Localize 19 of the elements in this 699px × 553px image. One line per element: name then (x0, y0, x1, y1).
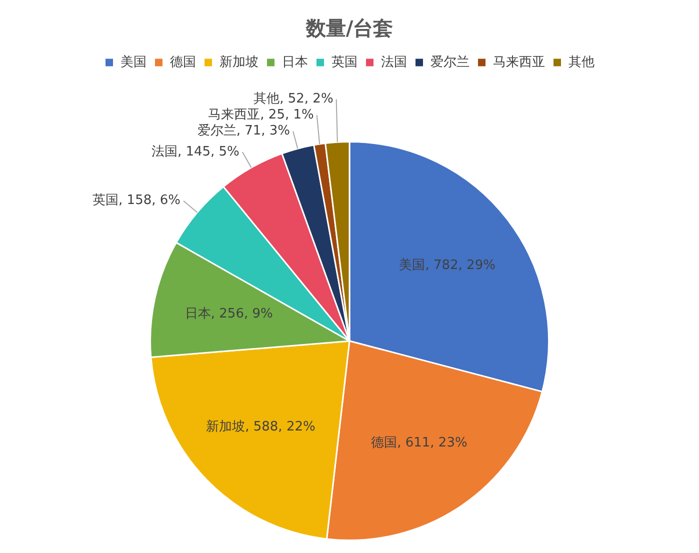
data-label: 爱尔兰, 71, 3% (197, 124, 290, 139)
legend-label: 爱尔兰 (430, 54, 470, 70)
legend-label: 美国 (120, 54, 146, 70)
legend-label: 德国 (170, 54, 196, 70)
data-label: 日本, 256, 9% (184, 306, 273, 322)
chart-title: 数量/台套 (304, 16, 394, 40)
data-label: 马来西亚, 25, 1% (208, 108, 314, 123)
legend-label: 马来西亚 (492, 54, 545, 70)
legend-label: 法国 (380, 54, 407, 70)
data-label: 英国, 158, 6% (92, 193, 181, 208)
legend-label: 英国 (331, 54, 358, 70)
legend-label: 其他 (568, 54, 594, 70)
data-label: 新加坡, 588, 22% (206, 419, 316, 434)
data-label: 美国, 782, 29% (399, 256, 496, 273)
data-label: 德国, 611, 23% (371, 435, 468, 450)
data-label: 其他, 52, 2% (254, 92, 334, 107)
legend-label: 新加坡 (219, 54, 258, 70)
data-label: 法国, 145, 5% (151, 144, 240, 160)
legend-label: 日本 (282, 54, 308, 70)
